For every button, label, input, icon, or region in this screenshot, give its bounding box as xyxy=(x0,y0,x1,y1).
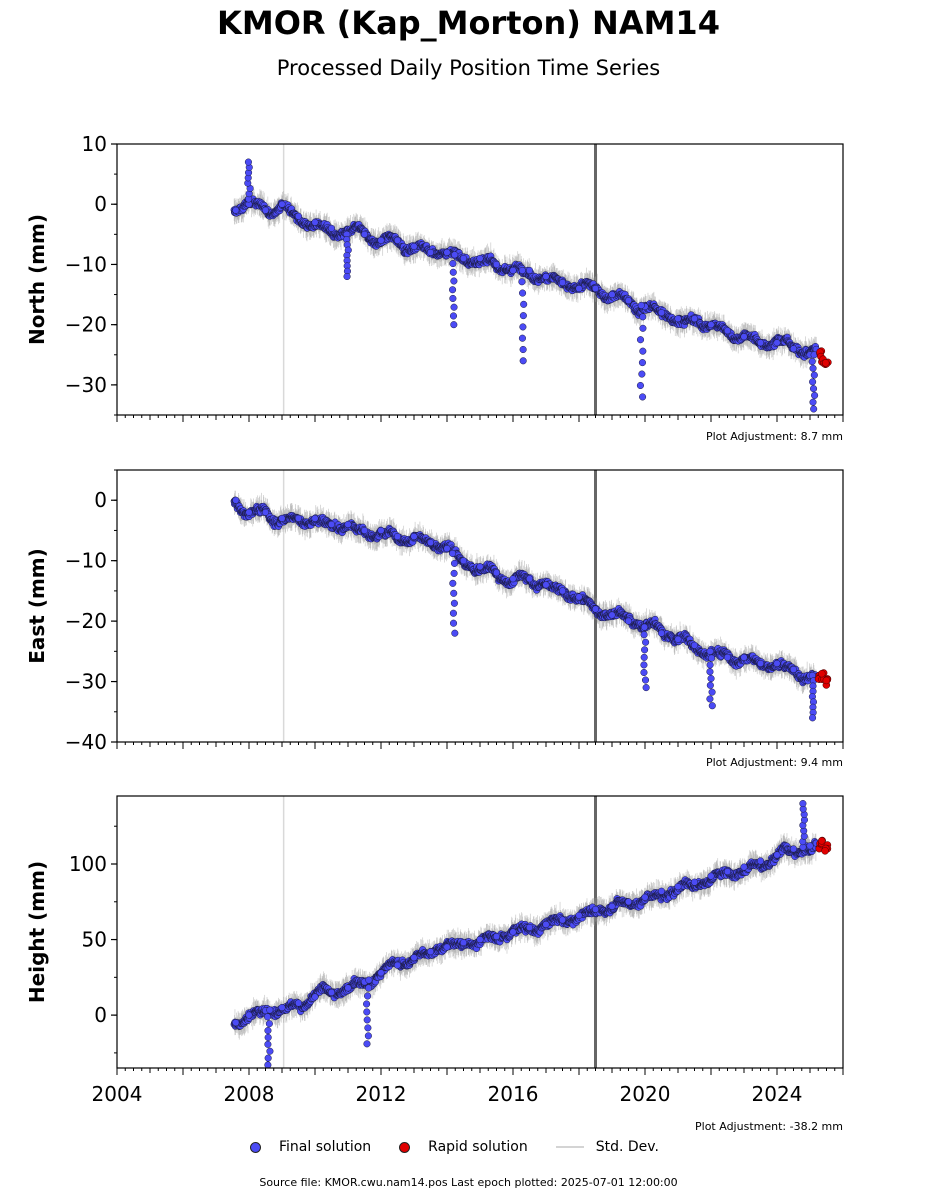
final-solution-point xyxy=(426,248,435,256)
final-solution-point xyxy=(525,266,534,275)
final-solution-point xyxy=(509,266,517,275)
final-solution-point xyxy=(519,289,527,297)
final-solution-point xyxy=(639,347,647,355)
final-solution-point xyxy=(809,385,818,393)
final-solution-point xyxy=(443,248,451,256)
final-solution-point xyxy=(575,284,583,293)
final-solution-point xyxy=(261,206,270,214)
final-solution-point xyxy=(810,405,818,413)
final-solution-point xyxy=(519,345,527,354)
final-solution-point xyxy=(519,312,527,320)
final-solution-point xyxy=(343,272,351,281)
final-solution-point xyxy=(327,224,336,232)
final-solution-point xyxy=(723,327,732,335)
final-solution-point xyxy=(393,236,402,244)
final-solution-point xyxy=(311,218,319,226)
final-solution-point xyxy=(809,398,817,406)
final-solution-point xyxy=(451,251,459,259)
final-solution-point xyxy=(636,336,645,344)
final-solution-point xyxy=(232,206,240,214)
plot-content xyxy=(230,144,832,415)
final-solution-points xyxy=(230,158,820,413)
y-ticks: 10 0 −10 −20 −30 xyxy=(65,132,117,416)
final-solution-point xyxy=(639,324,647,332)
final-solution-point xyxy=(808,358,816,366)
final-solution-point xyxy=(449,259,457,268)
panel-1: 10 0 −10 −20 −30 North (mm) Plot Adjustment: 8… xyxy=(25,132,844,443)
final-solution-point xyxy=(492,260,501,268)
final-solution-point xyxy=(756,339,765,347)
y-tick-label: −20 xyxy=(65,313,107,337)
y-tick-label: −30 xyxy=(65,373,107,397)
final-solution-point xyxy=(674,315,682,323)
final-solution-point xyxy=(639,393,647,401)
rapid-solution-points xyxy=(816,347,832,369)
final-solution-point xyxy=(450,321,458,329)
final-solution-point xyxy=(591,284,600,293)
x-ticks xyxy=(116,415,844,422)
final-solution-point xyxy=(637,301,645,309)
final-solution-point xyxy=(809,378,817,386)
final-solution-point xyxy=(558,278,567,287)
final-solution-point xyxy=(449,268,457,276)
final-solution-point xyxy=(449,312,458,320)
final-solution-point xyxy=(360,230,369,238)
final-solution-point xyxy=(294,212,303,220)
final-solution-point xyxy=(657,309,666,317)
final-solution-point xyxy=(476,254,484,262)
final-solution-point xyxy=(690,315,699,323)
final-solution-point xyxy=(639,313,647,321)
final-solution-point xyxy=(518,278,526,286)
final-solution-point xyxy=(542,272,550,281)
rapid-solution-point xyxy=(821,359,830,367)
final-solution-point xyxy=(459,254,468,262)
y-tick-label: −10 xyxy=(65,252,107,276)
y-axis-label: North (mm) xyxy=(25,214,49,345)
final-solution-point xyxy=(707,321,715,329)
final-solution-point xyxy=(278,200,286,208)
final-solution-point xyxy=(809,364,817,372)
final-solution-point xyxy=(449,286,457,294)
final-solution-point xyxy=(740,333,748,341)
final-solution-point xyxy=(377,236,385,244)
final-solution-point xyxy=(519,357,527,365)
final-solution-point xyxy=(638,359,646,367)
final-solution-point xyxy=(810,371,818,379)
plot-content xyxy=(230,470,832,742)
final-solution-point xyxy=(636,381,644,390)
final-solution-point xyxy=(519,323,527,331)
final-solution-point xyxy=(638,370,646,378)
y-tick-label: 10 xyxy=(82,132,107,156)
final-solution-point xyxy=(811,391,819,399)
final-solution-point xyxy=(773,339,781,347)
plot-adjustment-label: Plot Adjustment: 8.7 mm xyxy=(706,430,843,443)
final-solution-point xyxy=(244,158,252,166)
final-solution-point xyxy=(450,277,458,285)
final-solution-point xyxy=(520,300,528,308)
chart-subtitle: Processed Daily Position Time Series xyxy=(276,56,661,80)
final-solution-point xyxy=(624,297,633,305)
y-tick-label: 0 xyxy=(94,192,107,216)
final-solution-point xyxy=(450,303,458,311)
axes-frame xyxy=(116,143,844,416)
final-solution-points xyxy=(230,496,820,722)
final-solution-point xyxy=(518,266,526,275)
final-solution-point xyxy=(518,334,526,342)
final-solution-point xyxy=(449,294,457,303)
final-solution-point xyxy=(608,291,616,299)
final-solution-point xyxy=(410,242,418,250)
final-solution-point xyxy=(789,345,798,353)
chart-title: KMOR (Kap_Morton) NAM14 xyxy=(217,4,720,42)
